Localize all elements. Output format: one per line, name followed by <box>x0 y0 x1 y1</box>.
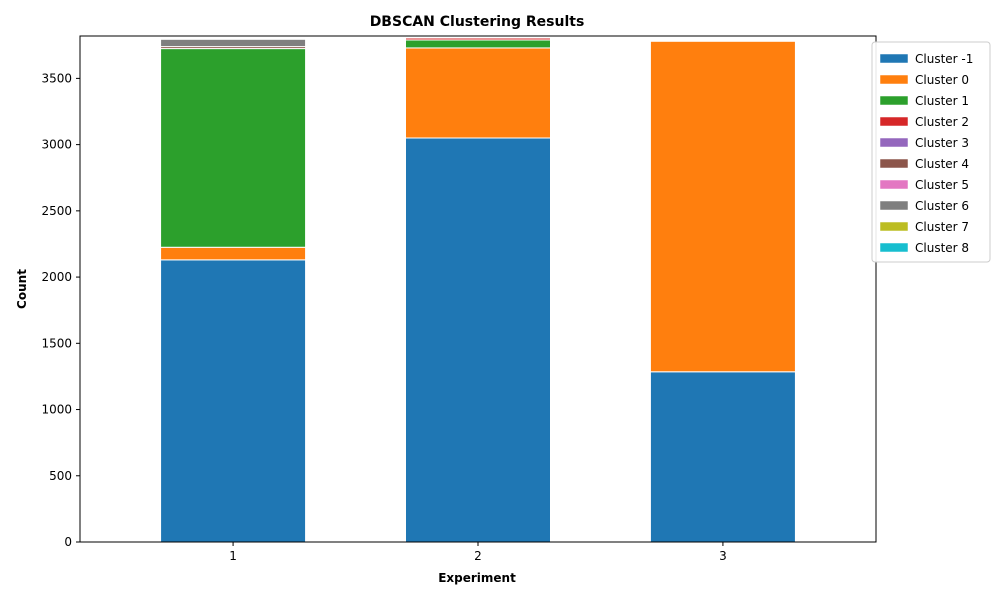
bar-segment-cluster-0-exp-1 <box>160 246 307 261</box>
y-tick-label: 2000 <box>41 270 72 284</box>
x-tick-label: 1 <box>229 549 237 563</box>
y-tick-label: 3500 <box>41 71 72 85</box>
bar-segment-cluster--1-exp-1 <box>160 259 307 543</box>
legend: Cluster -1 Cluster 0 Cluster 1 Cluster 2 Clu… <box>871 41 991 263</box>
legend-label: Cluster 5 <box>915 178 969 192</box>
bar-segment-cluster-4-exp-2 <box>405 36 551 39</box>
legend-swatch-cluster-4 <box>879 158 909 169</box>
legend-label: Cluster 8 <box>915 241 969 255</box>
bar-segment-cluster-1-exp-2 <box>405 39 551 49</box>
legend-label: Cluster 4 <box>915 157 969 171</box>
y-tick-label: 2500 <box>41 204 72 218</box>
legend-swatch-cluster-6 <box>879 200 909 211</box>
legend-swatch-cluster--1 <box>879 53 909 64</box>
legend-label: Cluster 7 <box>915 220 969 234</box>
y-tick-label: 1500 <box>41 336 72 350</box>
bar-segment-cluster--1-exp-2 <box>405 137 551 543</box>
bar-segment-cluster-0-exp-3 <box>649 40 796 373</box>
bar-segment-cluster-0-exp-2 <box>405 47 551 139</box>
legend-swatch-cluster-1 <box>879 95 909 106</box>
legend-label: Cluster 6 <box>915 199 969 213</box>
x-tick-label: 2 <box>474 549 482 563</box>
legend-label: Cluster 2 <box>915 115 969 129</box>
plot-area: 0 500 1000 1500 2000 2500 3000 3500 1 2 3 <box>41 35 877 563</box>
y-tick-label: 1000 <box>41 403 72 417</box>
x-tick-label: 3 <box>719 549 727 563</box>
legend-label: Cluster -1 <box>915 52 973 66</box>
bar-segment-cluster--1-exp-3 <box>649 371 796 543</box>
legend-label: Cluster 3 <box>915 136 969 150</box>
legend-label: Cluster 0 <box>915 73 969 87</box>
y-tick-label: 500 <box>49 469 72 483</box>
x-axis-label: Experiment <box>438 571 516 585</box>
chart-title: DBSCAN Clustering Results <box>370 14 585 30</box>
legend-swatch-cluster-0 <box>879 74 909 85</box>
y-tick-label: 3000 <box>41 138 72 152</box>
legend-swatch-cluster-5 <box>879 179 909 190</box>
legend-swatch-cluster-7 <box>879 221 909 232</box>
legend-swatch-cluster-3 <box>879 137 909 148</box>
bar-segment-cluster-6-exp-1 <box>160 38 307 48</box>
legend-swatch-cluster-2 <box>879 116 909 127</box>
y-axis-label: Count <box>15 269 29 309</box>
legend-label: Cluster 1 <box>915 94 969 108</box>
bar-segment-cluster-1-exp-1 <box>160 48 307 248</box>
y-tick-label: 0 <box>64 535 72 549</box>
legend-swatch-cluster-8 <box>879 242 909 253</box>
